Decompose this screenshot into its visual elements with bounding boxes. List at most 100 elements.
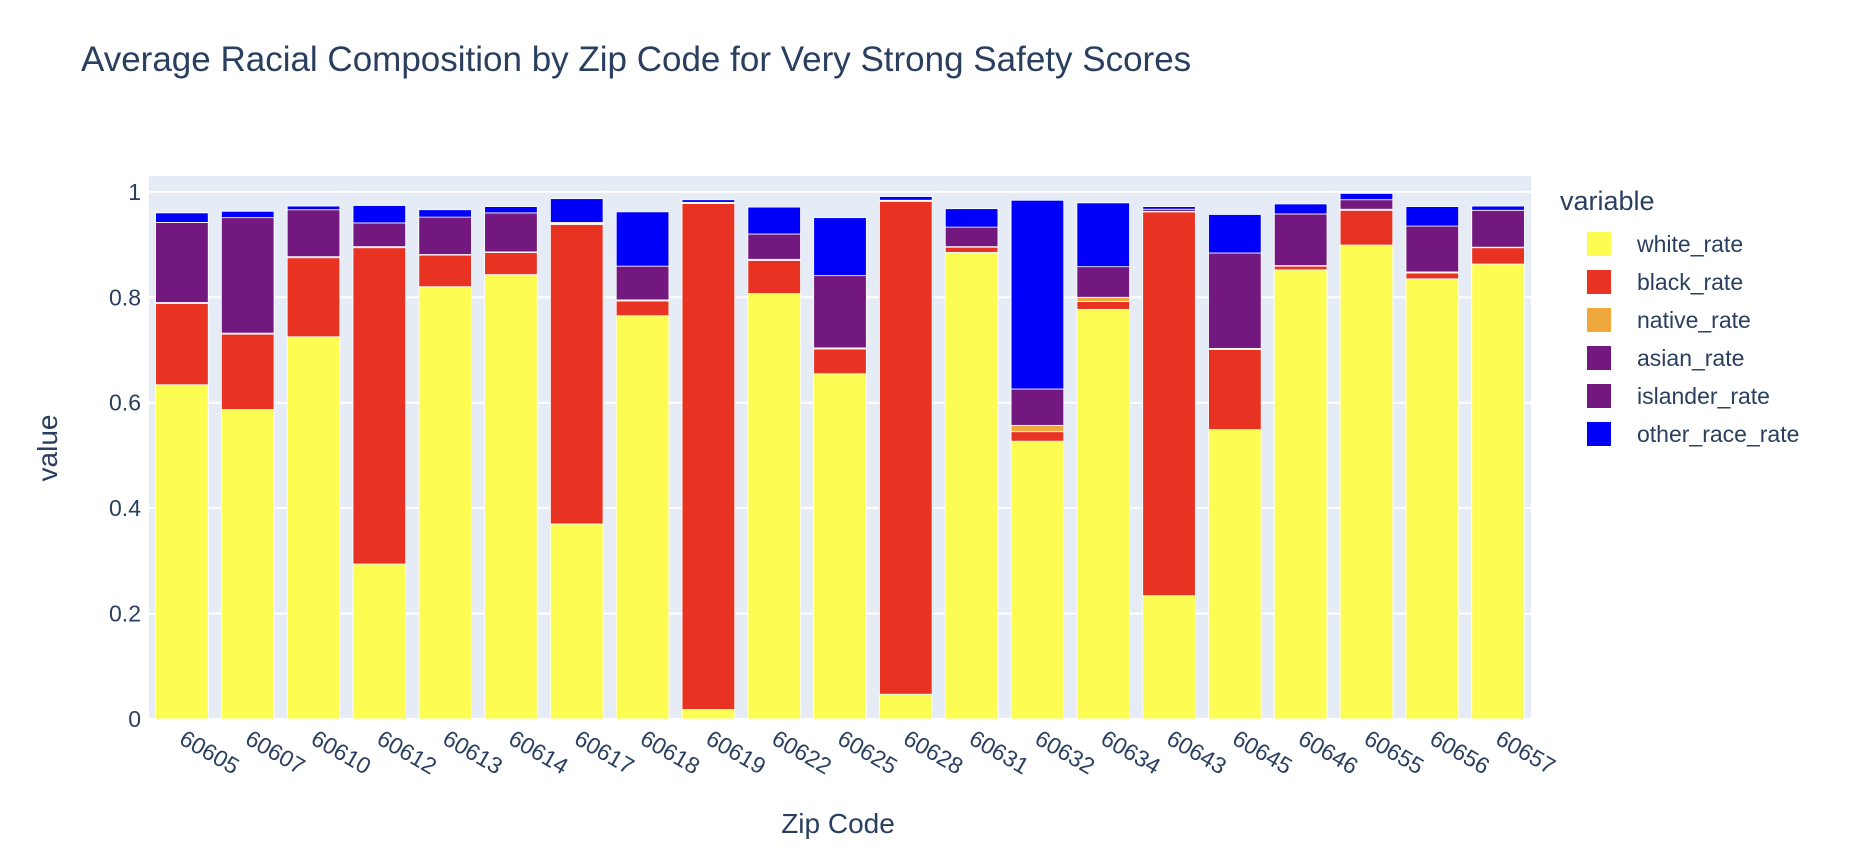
bar-other_race_rate-60613[interactable]	[418, 209, 472, 218]
bar-asian_rate-60634[interactable]	[1076, 266, 1130, 298]
x-tick-label: 60655	[1360, 725, 1428, 780]
x-tick-label: 60645	[1228, 725, 1296, 780]
bar-other_race_rate-60618[interactable]	[615, 211, 670, 267]
bar-white_rate-60625[interactable]	[813, 373, 867, 720]
bar-other_race_rate-60631[interactable]	[944, 208, 999, 228]
bar-other_race_rate-60632[interactable]	[1010, 199, 1065, 390]
bar-other_race_rate-60656[interactable]	[1405, 206, 1460, 227]
bar-black_rate-60612[interactable]	[352, 247, 407, 565]
bar-asian_rate-60612[interactable]	[352, 222, 407, 248]
y-tick-label: 0.4	[109, 495, 141, 521]
x-tick-label: 60625	[834, 725, 902, 780]
bar-black_rate-60634[interactable]	[1076, 301, 1130, 310]
bar-asian_rate-60631[interactable]	[944, 226, 999, 248]
bar-white_rate-60657[interactable]	[1471, 263, 1525, 720]
bar-black_rate-60628[interactable]	[879, 200, 933, 695]
bar-black_rate-60656[interactable]	[1405, 272, 1460, 280]
legend-item-black_rate[interactable]: black_rate	[1560, 263, 1799, 301]
bar-white_rate-60646[interactable]	[1273, 269, 1328, 720]
bar-black_rate-60645[interactable]	[1208, 349, 1262, 430]
bar-other_race_rate-60605[interactable]	[155, 212, 209, 223]
bar-other_race_rate-60645[interactable]	[1208, 214, 1262, 254]
legend-item-native_rate[interactable]: native_rate	[1560, 301, 1799, 339]
bar-white_rate-60632[interactable]	[1010, 440, 1065, 720]
bar-white_rate-60628[interactable]	[879, 693, 933, 720]
bar-black_rate-60631[interactable]	[944, 246, 999, 253]
bar-asian_rate-60605[interactable]	[155, 221, 209, 303]
bar-other_race_rate-60607[interactable]	[220, 210, 275, 219]
bar-white_rate-60605[interactable]	[155, 384, 209, 720]
bar-asian_rate-60625[interactable]	[813, 275, 867, 349]
bar-asian_rate-60613[interactable]	[418, 216, 472, 255]
bar-white_rate-60610[interactable]	[286, 336, 341, 720]
bar-black_rate-60657[interactable]	[1471, 247, 1525, 265]
bar-asian_rate-60614[interactable]	[484, 212, 538, 253]
bar-asian_rate-60618[interactable]	[615, 265, 670, 301]
bar-black_rate-60613[interactable]	[418, 254, 472, 288]
bar-black_rate-60605[interactable]	[155, 303, 209, 386]
bar-other_race_rate-60612[interactable]	[352, 205, 407, 224]
bar-black_rate-60625[interactable]	[813, 348, 867, 375]
bar-white_rate-60618[interactable]	[615, 315, 670, 720]
bar-white_rate-60622[interactable]	[747, 293, 801, 720]
bar-other_race_rate-60655[interactable]	[1339, 192, 1394, 201]
bar-white_rate-60614[interactable]	[484, 274, 538, 720]
legend: variable white_rate black_rate native_rate…	[1560, 186, 1799, 453]
legend-swatch	[1587, 346, 1611, 370]
bar-other_race_rate-60617[interactable]	[550, 198, 604, 223]
bar-black_rate-60632[interactable]	[1010, 431, 1065, 442]
bar-other_race_rate-60628[interactable]	[879, 196, 933, 201]
bar-asian_rate-60655[interactable]	[1339, 199, 1394, 210]
legend-label: black_rate	[1637, 268, 1744, 295]
bar-white_rate-60645[interactable]	[1208, 429, 1262, 720]
bar-asian_rate-60622[interactable]	[747, 233, 801, 260]
bar-asian_rate-60632[interactable]	[1010, 388, 1065, 426]
legend-item-white_rate[interactable]: white_rate	[1560, 225, 1799, 263]
legend-item-islander_rate[interactable]: islander_rate	[1560, 377, 1799, 415]
y-tick-label: 0.2	[109, 601, 141, 627]
x-tick-label: 60631	[965, 725, 1033, 780]
bar-other_race_rate-60646[interactable]	[1273, 203, 1328, 215]
bar-white_rate-60655[interactable]	[1339, 244, 1394, 720]
bar-native_rate-60632[interactable]	[1010, 424, 1065, 433]
bar-white_rate-60617[interactable]	[550, 523, 604, 720]
bar-white_rate-60656[interactable]	[1405, 278, 1460, 720]
legend-items: white_rate black_rate native_rate asian_rat…	[1560, 225, 1799, 453]
bar-asian_rate-60645[interactable]	[1208, 252, 1262, 349]
bar-white_rate-60619[interactable]	[681, 709, 736, 720]
bar-black_rate-60622[interactable]	[747, 259, 801, 294]
bar-black_rate-60619[interactable]	[681, 203, 736, 710]
bar-white_rate-60631[interactable]	[944, 252, 999, 720]
bar-asian_rate-60646[interactable]	[1273, 213, 1328, 267]
legend-item-asian_rate[interactable]: asian_rate	[1560, 339, 1799, 377]
bar-other_race_rate-60622[interactable]	[747, 206, 801, 235]
bar-other_race_rate-60643[interactable]	[1142, 206, 1196, 210]
bar-white_rate-60607[interactable]	[220, 409, 275, 720]
bar-other_race_rate-60614[interactable]	[484, 206, 538, 214]
bar-other_race_rate-60634[interactable]	[1076, 202, 1130, 268]
bar-black_rate-60617[interactable]	[550, 224, 604, 525]
bar-black_rate-60618[interactable]	[615, 300, 670, 317]
bar-native_rate-60634[interactable]	[1076, 296, 1130, 302]
bar-other_race_rate-60625[interactable]	[813, 217, 867, 277]
bar-asian_rate-60657[interactable]	[1471, 209, 1525, 248]
bar-black_rate-60655[interactable]	[1339, 209, 1394, 246]
bar-asian_rate-60656[interactable]	[1405, 225, 1460, 273]
legend-title: variable	[1560, 186, 1655, 216]
bar-asian_rate-60607[interactable]	[220, 217, 275, 334]
bar-other_race_rate-60657[interactable]	[1471, 205, 1525, 211]
bar-black_rate-60646[interactable]	[1273, 265, 1328, 271]
bar-other_race_rate-60610[interactable]	[286, 205, 341, 211]
bar-white_rate-60643[interactable]	[1142, 595, 1196, 720]
bar-white_rate-60612[interactable]	[352, 563, 407, 720]
bar-white_rate-60634[interactable]	[1076, 308, 1130, 720]
legend-item-other_race_rate[interactable]: other_race_rate	[1560, 415, 1799, 453]
bar-white_rate-60613[interactable]	[418, 286, 472, 720]
bar-black_rate-60614[interactable]	[484, 252, 538, 275]
bar-black_rate-60607[interactable]	[220, 333, 275, 410]
bar-black_rate-60643[interactable]	[1142, 211, 1196, 597]
bar-asian_rate-60610[interactable]	[286, 209, 341, 258]
bar-other_race_rate-60619[interactable]	[681, 199, 736, 203]
bar-black_rate-60610[interactable]	[286, 257, 341, 338]
